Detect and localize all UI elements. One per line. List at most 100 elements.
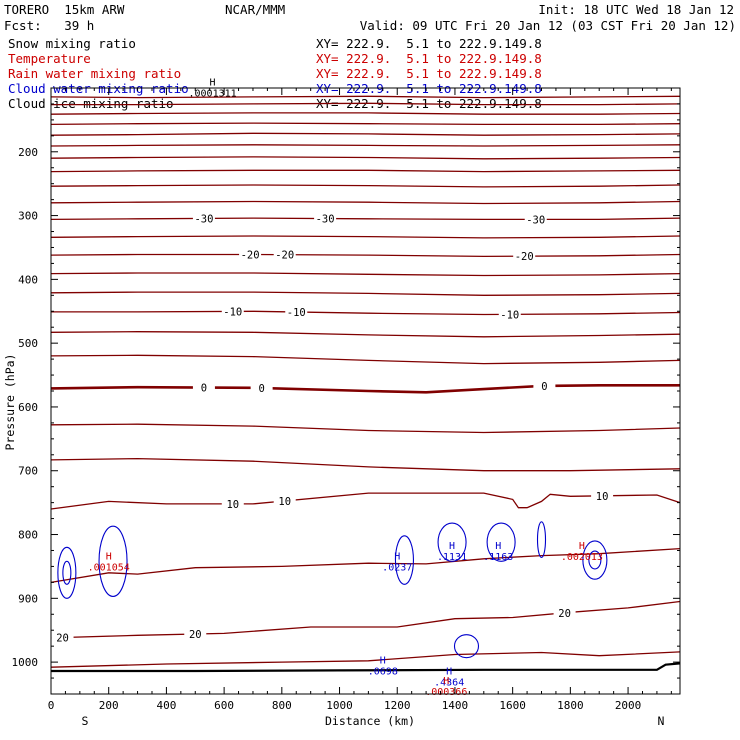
maximum-marker: H [449, 541, 455, 552]
isotherm-line [50, 354, 681, 365]
isotherm-line [50, 272, 681, 277]
isotherm-line [50, 217, 681, 221]
isotherm-line [50, 547, 681, 584]
y-tick-label: 600 [18, 401, 38, 414]
terrain-layer [51, 662, 681, 673]
isotherm-line [50, 331, 681, 338]
x-tick-label: 1000 [326, 699, 353, 712]
isotherm-line [50, 169, 681, 173]
south-end-label: S [82, 714, 89, 728]
x-tick-label: 1600 [499, 699, 526, 712]
isotherm-label: -20 [275, 250, 294, 262]
isotherm-label: -30 [194, 213, 213, 225]
field-xy-snow: XY= 222.9. 5.1 to 222.9.149.8 [316, 36, 542, 51]
cloud-water-contour [62, 560, 72, 585]
field-name-snow: Snow mixing ratio [8, 36, 136, 51]
maximum-value: .0237 [382, 563, 412, 574]
y-axis-label: Pressure (hPa) [3, 354, 17, 451]
maximum-value: .0001311 [188, 89, 236, 100]
isotherm-line [50, 132, 681, 136]
model-name: TORERO 15km ARW [4, 2, 125, 17]
isotherm-line [50, 423, 681, 434]
isotherm-line [50, 95, 681, 99]
isotherm-line [50, 457, 681, 472]
maximum-value: .000366 [425, 687, 467, 698]
isotherm-label: -10 [223, 306, 242, 318]
maximum-marker: H [106, 552, 112, 563]
isotherm-line [51, 310, 681, 316]
maximum-marker: H [579, 541, 585, 552]
y-tick-label: 400 [18, 273, 38, 286]
x-tick-label: 2000 [615, 699, 642, 712]
isotherm-label: 0 [201, 383, 207, 395]
isotherm-label: -20 [241, 249, 260, 261]
maxima-labels: H.0001311H.001054H.0237H.1131H.1163H.002… [88, 78, 603, 698]
isotherm-line [50, 122, 681, 126]
init-time: Init: 18 UTC Wed 18 Jan 12 [538, 2, 734, 17]
y-tick-label: 700 [18, 465, 38, 478]
isotherm-label-bg [221, 305, 244, 318]
valid-time: Valid: 09 UTC Fri 20 Jan 12 (03 CST Fri … [359, 18, 736, 33]
field-name-temperature: Temperature [8, 51, 91, 66]
isotherm-label-bg [314, 212, 337, 225]
isotherm-line [50, 600, 681, 639]
isotherm-label: 20 [189, 629, 202, 641]
x-tick-label: 1800 [557, 699, 584, 712]
y-tick-label: 900 [18, 592, 38, 605]
forecast-hour: Fcst: 39 h [4, 18, 95, 33]
y-tick-label: 1000 [12, 656, 39, 669]
isotherm-line [50, 200, 681, 205]
axes-frame: 0 200 400 600 800 1000 1200 1400 1600 1800 2000200… [12, 87, 681, 712]
isotherm-label-bg [533, 379, 556, 392]
cloud-water-contour [536, 521, 547, 559]
isotherm-label-bg [498, 308, 521, 321]
x-tick-label: 1200 [384, 699, 411, 712]
cloud-water-contour [453, 634, 480, 659]
isotherm-label-bg [250, 382, 273, 395]
isotherm-label-bg [273, 248, 296, 261]
isotherm-line [50, 384, 680, 394]
x-axis-label: Distance (km) [325, 714, 415, 728]
maximum-value: .001054 [88, 563, 130, 574]
x-tick-label: 400 [156, 699, 176, 712]
maximum-value: .1163 [483, 552, 513, 563]
isotherm-label: -30 [316, 214, 335, 226]
isotherm-label: 10 [226, 499, 239, 511]
isotherm-label: -30 [526, 214, 545, 226]
isotherm-label-bg [513, 250, 536, 263]
x-tick-label: 1400 [442, 699, 469, 712]
field-name-rain: Rain water mixing ratio [8, 66, 182, 81]
isotherm-label-bg [192, 212, 215, 225]
x-tick-label: 800 [272, 699, 292, 712]
maximum-value: .0698 [368, 667, 398, 678]
cloud-water-contour [588, 550, 602, 570]
isotherm-label: -10 [500, 309, 519, 321]
cloud-water-contour [486, 522, 516, 562]
cloud-water-contour [437, 522, 467, 562]
isotherm-label: 0 [258, 383, 264, 395]
isotherm-line [50, 291, 681, 296]
isotherm-line [50, 651, 681, 668]
isotherm-label: 20 [56, 633, 69, 645]
field-xy-rain: XY= 222.9. 5.1 to 222.9.149.8 [316, 66, 542, 81]
y-tick-label: 300 [18, 210, 38, 223]
isotherm-label-bg [221, 497, 244, 510]
y-tick-label: 800 [18, 529, 38, 542]
isotherm-line [50, 492, 681, 510]
isotherm-label-bg [273, 494, 296, 507]
terrain-line [51, 662, 681, 673]
isotherm-label-bg [51, 631, 74, 644]
isotherm-label-bg [524, 213, 547, 226]
y-tick-label: 500 [18, 337, 38, 350]
field-xy-cloud-ice: XY= 222.9. 5.1 to 222.9.149.8 [316, 96, 542, 111]
maximum-marker: H [446, 666, 452, 677]
cloud-water-contour [57, 546, 77, 599]
maximum-marker: H [394, 552, 400, 563]
isotherm-layer: -30 -30 -30 -20 -20 -20 -10 -10 -10 0 0 0 10 10 10 20 20… [50, 95, 681, 668]
x-tick-label: 600 [214, 699, 234, 712]
isotherm-line [50, 156, 681, 160]
isotherm-label-bg [591, 489, 614, 502]
cloud-water-contour [582, 540, 608, 580]
isotherm-label: 20 [558, 608, 571, 620]
